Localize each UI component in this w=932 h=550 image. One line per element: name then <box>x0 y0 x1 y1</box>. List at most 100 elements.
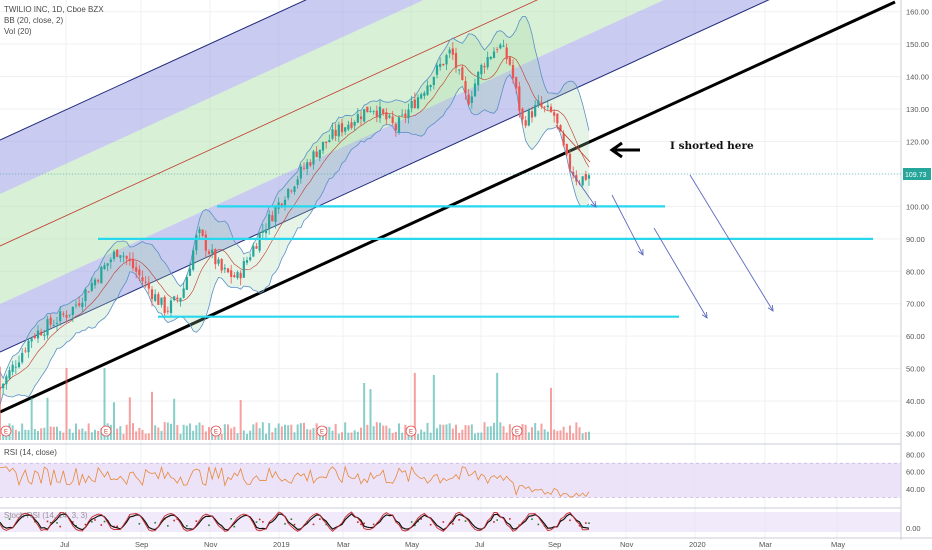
candle-body <box>239 272 242 279</box>
candle-body <box>480 65 483 75</box>
candle-body <box>508 57 511 65</box>
earnings-icon <box>405 425 417 437</box>
rsi-legend[interactable]: RSI (14, close) <box>4 448 57 457</box>
rsi-tick-label: 60.00 <box>906 468 925 477</box>
volume-bar <box>436 428 438 440</box>
short-arrow-icon[interactable] <box>609 141 640 159</box>
candle-body <box>483 65 486 68</box>
price-tick-label: 70.00 <box>906 300 925 309</box>
volume-bar <box>521 424 524 440</box>
candle-body <box>138 269 141 276</box>
stoch-dot <box>91 520 93 523</box>
volume-bar <box>486 426 489 440</box>
candle-body <box>182 288 185 298</box>
candle-body <box>524 120 527 126</box>
candle-body <box>505 47 508 60</box>
candle-body <box>122 255 125 257</box>
projection-arrows[interactable] <box>555 124 774 319</box>
candle-body <box>439 63 442 67</box>
arrow-head <box>590 201 597 208</box>
symbol-title[interactable]: TWILIO INC, 1D, Cboe BZX <box>4 5 104 14</box>
bb-legend[interactable]: BB (20, close, 2) <box>4 16 63 25</box>
stoch-dot <box>509 518 511 520</box>
channel-band <box>0 0 551 252</box>
earnings-label: E <box>409 430 413 436</box>
volume-bar <box>284 424 286 440</box>
candle-body <box>81 302 84 308</box>
rsi-tick-label: 40.00 <box>906 485 925 494</box>
volume-bar <box>138 427 141 440</box>
volume-bar <box>483 422 486 440</box>
candle-body <box>119 255 122 258</box>
candle-body <box>489 56 492 59</box>
support-lines[interactable] <box>98 205 873 318</box>
volume-bar <box>303 422 305 440</box>
volume-bar <box>569 425 571 440</box>
candle-body <box>312 151 315 165</box>
volume-bar <box>360 427 362 440</box>
candle-body <box>249 257 252 261</box>
recent-trend <box>555 124 591 163</box>
volume-bar <box>464 425 467 440</box>
earnings-label: E <box>4 430 8 436</box>
stoch-dot <box>442 521 445 523</box>
candle-body <box>131 258 135 269</box>
candle-body <box>321 141 325 151</box>
volume-bar <box>261 422 264 440</box>
volume-bar <box>499 422 502 440</box>
candle-body <box>46 319 49 336</box>
candle-body <box>160 297 163 305</box>
volume-bar <box>27 430 30 440</box>
stoch-dot <box>518 524 521 526</box>
volume-bar <box>293 432 296 440</box>
candle-body <box>11 364 14 372</box>
short-annotation[interactable]: I shorted here <box>670 140 754 152</box>
candle-body <box>340 123 344 133</box>
volume-bar <box>442 424 445 440</box>
volume-bar <box>274 427 277 440</box>
candle-body <box>106 263 109 266</box>
volume-bar <box>334 423 337 440</box>
stoch-dot <box>173 519 175 522</box>
stoch-dot <box>319 518 321 520</box>
candle-body <box>394 124 397 131</box>
candle-body <box>147 282 150 289</box>
candle-body <box>391 116 394 123</box>
volume-bar <box>524 424 527 440</box>
candle-body <box>204 234 207 251</box>
stoch-dot <box>75 524 77 527</box>
candle-body <box>565 144 568 155</box>
candle-body <box>543 106 546 108</box>
volume-bar <box>239 400 242 440</box>
candle-body <box>290 190 293 192</box>
volume-legend[interactable]: Vol (20) <box>4 27 32 36</box>
stoch-dot <box>195 520 198 522</box>
volume-bar <box>559 430 562 440</box>
volume-bar <box>271 432 274 440</box>
candle-body <box>201 229 204 236</box>
candle-body <box>426 85 429 95</box>
volume-bar <box>356 431 359 440</box>
candle-body <box>369 110 372 112</box>
volume-bar <box>68 428 71 440</box>
volume-bar <box>512 430 514 440</box>
volume-bar <box>195 425 198 440</box>
stoch-legend[interactable]: Stoch RSI (14, 14, 3, 3) <box>4 511 88 520</box>
candle-body <box>211 249 214 254</box>
stoch-dot <box>233 525 236 528</box>
volume-bar <box>198 422 201 440</box>
candle-body <box>236 272 239 278</box>
volume-bar <box>372 426 375 440</box>
arrow-head <box>767 304 774 312</box>
price-tick-label: 50.00 <box>906 365 925 374</box>
candle-body <box>499 44 502 49</box>
candle-body <box>445 55 448 65</box>
price-tick-label: 160.00 <box>906 8 929 17</box>
volume-bar <box>550 387 552 440</box>
price-tick-label: 140.00 <box>906 73 929 82</box>
stoch-dot <box>46 520 49 523</box>
volume-bar <box>71 432 74 440</box>
volume-bar <box>445 424 448 440</box>
candle-body <box>296 179 299 185</box>
